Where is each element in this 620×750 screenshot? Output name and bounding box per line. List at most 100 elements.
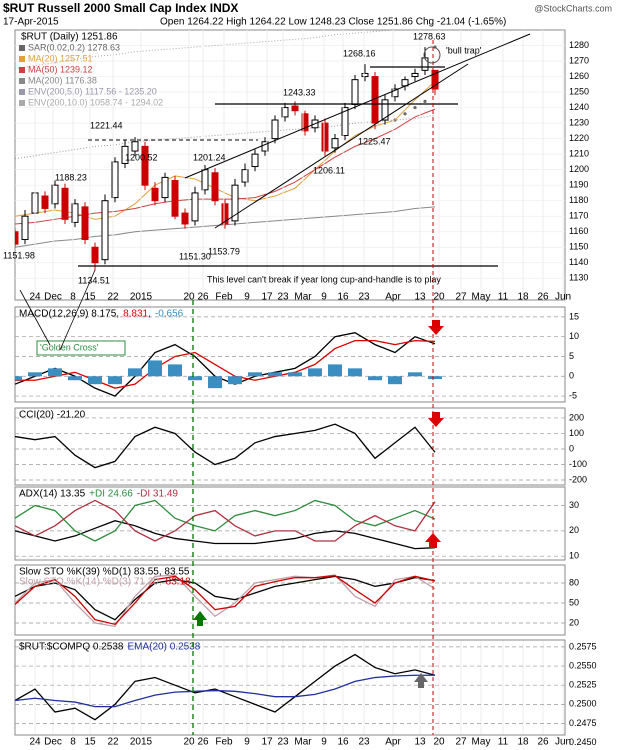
y-tick-label: 1280 (569, 40, 589, 50)
y-tick-label: 1150 (569, 242, 588, 252)
y-tick-label: 0.2500 (569, 699, 597, 709)
candle-body (101, 200, 109, 261)
x-tick-label: Apr (385, 292, 401, 303)
x-tick-label: 23 (358, 737, 370, 748)
annotation: 1134.51 (78, 275, 110, 285)
y-tick-label: 15 (569, 311, 579, 321)
y-tick-label: 0.2525 (569, 680, 597, 690)
histogram-bar (428, 376, 442, 380)
legend-swatch (19, 67, 25, 73)
panel (15, 316, 565, 397)
candle-body (71, 203, 79, 223)
annotation: 1200.52 (125, 152, 158, 162)
legend-swatch (19, 45, 25, 51)
annotation: 'Golden Cross' (40, 342, 99, 352)
histogram-bar (188, 376, 202, 381)
annotation: 1221.44 (90, 120, 123, 130)
y-tick-label: 10 (569, 331, 579, 341)
x-tick-label: 20 (433, 292, 445, 303)
panel-frame (14, 639, 566, 736)
histogram-bar (148, 360, 162, 377)
legend-entry: 8.831, (123, 309, 151, 320)
y-tick-label: -200 (569, 474, 587, 484)
series-line (15, 574, 436, 628)
x-tick-label: 16 (337, 737, 349, 748)
candle-body (281, 107, 289, 118)
histogram-bar (328, 364, 342, 377)
x-tick-label: Dec (44, 737, 62, 748)
y-tick-label: 200 (569, 412, 584, 422)
watermark: @StockCharts.com (534, 3, 612, 13)
x-tick-label: 20 (183, 292, 195, 303)
legend-entry: 83.18 (166, 577, 191, 588)
candle-body (321, 122, 329, 152)
y-tick-label: 20 (569, 617, 579, 627)
series-line (15, 575, 436, 621)
y-tick-label: 1210 (569, 149, 589, 159)
y-tick-label: 1200 (569, 164, 589, 174)
candle-body (181, 212, 189, 225)
sar-dot (403, 112, 407, 116)
candle-body (391, 88, 399, 98)
candle-body (161, 176, 169, 199)
histogram-bar (68, 376, 82, 381)
candle-body (411, 72, 419, 78)
x-tick-label: 8 (70, 737, 76, 748)
annotation: 1225.47 (358, 136, 391, 146)
callout-box (36, 340, 126, 356)
x-tick-label: 9 (321, 737, 327, 748)
annotation: 1206.11 (313, 165, 345, 175)
annotation: 1243.33 (283, 87, 316, 97)
legend-swatch (19, 78, 25, 84)
candle-body (171, 180, 179, 217)
x-tick-label: 22 (107, 292, 119, 303)
panel-frame (14, 564, 566, 636)
series-line (15, 653, 436, 721)
candle-body (301, 113, 309, 132)
annotation: 1151.98 (3, 250, 35, 260)
legend-swatch (19, 100, 25, 106)
histogram-bar (128, 368, 142, 377)
x-tick-label: 26 (197, 737, 209, 748)
series-line (15, 574, 436, 626)
candle-body (51, 184, 59, 205)
histogram-bar (248, 372, 262, 377)
trend-line (214, 63, 469, 229)
series-line (15, 339, 436, 389)
legend-entry: MA(200) 1176.38 (28, 75, 97, 85)
x-tick-label: Dec (44, 292, 62, 303)
candle-body (211, 172, 219, 202)
candle-body (431, 69, 439, 90)
y-tick-label: 20 (569, 525, 579, 535)
annotation: 'bull trap' (446, 45, 482, 55)
legend-entry: +DI 24.66 (89, 489, 133, 500)
sar-dot (413, 105, 417, 110)
annotation: 1153.79 (208, 246, 240, 256)
trend-line (59, 269, 96, 351)
legend-entry: EMA(20) 0.2538 (128, 642, 201, 653)
histogram-bar (228, 376, 242, 385)
y-tick-label: 1140 (569, 257, 588, 267)
x-tick-label: Mar (294, 292, 312, 303)
y-tick-label: 1270 (569, 55, 589, 65)
candle-body (15, 231, 19, 245)
panel (15, 30, 565, 279)
y-tick-label: 0.2575 (569, 641, 597, 651)
candle-body (141, 145, 149, 186)
y-tick-label: 1160 (569, 226, 588, 236)
y-tick-label: 1250 (569, 86, 589, 96)
x-tick-label: 27 (455, 737, 467, 748)
legend-entry: Slow STO %K(14) %D(3) 71.20, (19, 577, 162, 588)
legend-entry: Slow STO %K(39) %D(1) 83.55, 83.55 (19, 567, 190, 578)
candle-body (111, 161, 119, 199)
histogram-bar (208, 376, 222, 389)
series-line (15, 520, 436, 550)
candle-body (361, 72, 369, 78)
histogram-bar (108, 376, 122, 385)
legend-swatch (19, 89, 25, 95)
x-tick-label: 26 (537, 292, 549, 303)
arrow-red (425, 533, 441, 548)
x-tick-label: 17 (261, 737, 273, 748)
histogram-bar (15, 376, 22, 381)
